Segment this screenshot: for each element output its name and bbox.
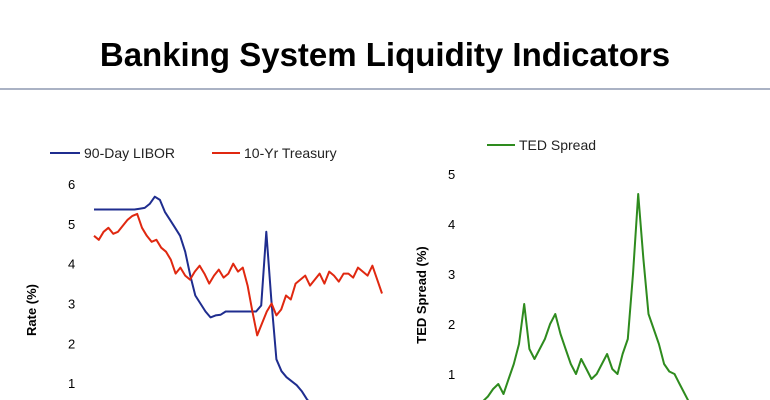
left-tick-label: 6 (68, 177, 75, 192)
legend-label-libor: 90-Day LIBOR (84, 145, 175, 161)
left-tick-label: 1 (68, 376, 75, 391)
left-series-line-0 (94, 195, 309, 400)
page-title: Banking System Liquidity Indicators (99, 36, 671, 73)
left-series-line-1 (93, 212, 383, 337)
left-tick-label: 5 (68, 217, 75, 232)
legend-label-treasury: 10-Yr Treasury (244, 145, 337, 161)
left-series (93, 195, 383, 400)
left-legend: 90-Day LIBOR 10-Yr Treasury (50, 145, 337, 161)
left-tick-label: 2 (68, 336, 75, 351)
left-tick-label: 3 (68, 297, 75, 312)
title-divider (0, 88, 770, 90)
left-y-ticks: 1 2 3 4 5 6 (68, 177, 75, 391)
left-tick-label: 4 (68, 257, 75, 272)
left-y-axis-label: Rate (%) (24, 284, 39, 336)
